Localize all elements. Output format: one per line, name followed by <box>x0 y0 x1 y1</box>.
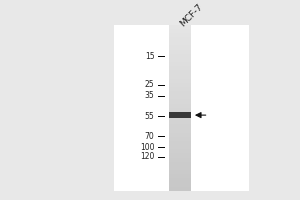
Bar <box>169 124 190 128</box>
Text: 100: 100 <box>140 143 154 152</box>
Text: MCF-7: MCF-7 <box>178 2 204 28</box>
Bar <box>169 99 190 104</box>
Text: 25: 25 <box>145 80 154 89</box>
Bar <box>169 187 190 191</box>
Text: 15: 15 <box>145 52 154 61</box>
Bar <box>169 41 190 45</box>
Bar <box>169 25 190 29</box>
Bar <box>169 182 190 187</box>
Bar <box>169 112 190 118</box>
Bar <box>169 145 190 149</box>
Bar <box>169 174 190 178</box>
Bar <box>169 104 190 108</box>
Bar <box>169 58 190 62</box>
Bar <box>169 70 190 75</box>
Bar <box>169 87 190 91</box>
Bar <box>169 162 190 166</box>
Bar <box>169 50 190 54</box>
Text: 120: 120 <box>140 152 154 161</box>
Bar <box>169 166 190 170</box>
Bar <box>169 178 190 182</box>
Bar <box>114 25 249 191</box>
Bar <box>169 83 190 87</box>
Bar <box>169 112 190 116</box>
Bar <box>169 128 190 133</box>
Bar <box>169 29 190 33</box>
Text: 55: 55 <box>145 112 154 121</box>
Bar <box>169 120 190 124</box>
Bar <box>169 79 190 83</box>
Text: 35: 35 <box>145 91 154 100</box>
Bar <box>169 37 190 41</box>
Bar <box>169 158 190 162</box>
Bar <box>169 116 190 120</box>
Bar <box>169 33 190 37</box>
Bar <box>169 170 190 174</box>
Bar <box>169 45 190 50</box>
Bar <box>169 108 190 112</box>
Bar <box>169 149 190 153</box>
Bar <box>169 66 190 70</box>
Bar <box>169 153 190 158</box>
Bar <box>169 133 190 137</box>
Bar <box>169 62 190 66</box>
Bar <box>169 141 190 145</box>
Bar <box>169 75 190 79</box>
Bar <box>169 91 190 95</box>
Text: 70: 70 <box>145 132 154 141</box>
Bar <box>169 137 190 141</box>
Bar <box>169 54 190 58</box>
Bar <box>169 95 190 99</box>
